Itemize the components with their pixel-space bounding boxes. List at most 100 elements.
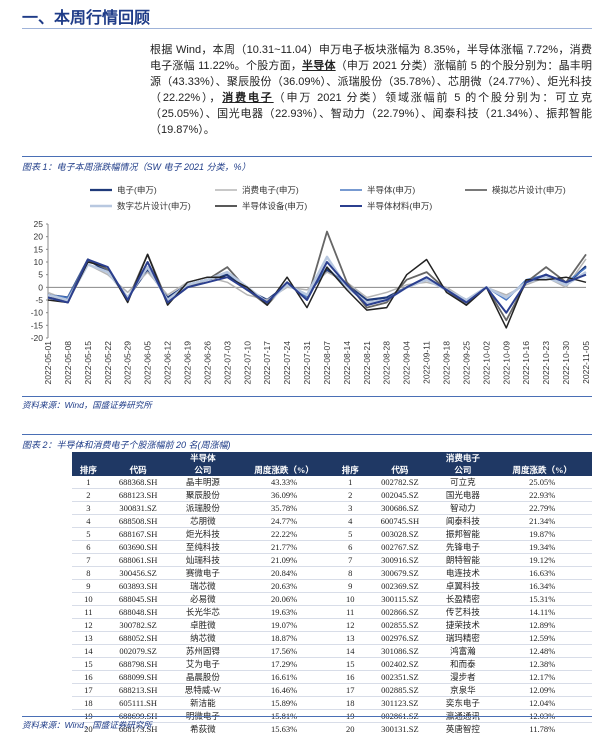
x-tick-label: 2022-08-21 — [362, 341, 372, 385]
table-cell: 301123.SZ — [366, 696, 434, 710]
table-cell: 21.77% — [234, 540, 334, 554]
table-cell: 003028.SZ — [366, 527, 434, 541]
table-cell: 300115.SZ — [366, 592, 434, 606]
x-tick-label: 2022-05-08 — [63, 341, 73, 385]
x-tick-label: 2022-10-09 — [501, 341, 511, 385]
table-cell: 6 — [72, 540, 105, 554]
line-series — [47, 258, 587, 314]
table-cell: 688508.SH — [104, 514, 172, 528]
table-cell: 漫步者 — [433, 670, 493, 684]
header-cell — [366, 452, 434, 464]
table-row: 6 603690.SH 至纯科技 21.77% 6 002767.SZ 先锋电子 19.34% — [72, 540, 592, 554]
table-cell: 002782.SZ — [366, 476, 434, 489]
text-emphasis: 消费电子 — [222, 92, 274, 104]
y-tick-label: -10 — [31, 308, 44, 318]
table-cell: 002976.SZ — [366, 631, 434, 645]
legend-label: 数字芯片设计(申万) — [117, 201, 191, 211]
table-cell: 11 — [333, 605, 367, 619]
text: （申万 2021 分类）领域涨幅前 5 的个股分别为：可立克（25.05%）、国… — [150, 92, 592, 136]
x-tick-label: 2022-09-18 — [442, 341, 452, 385]
table-cell: 21.34% — [492, 514, 592, 528]
table-cell: 22.93% — [492, 488, 592, 502]
table-cell: 振邦智能 — [433, 527, 493, 541]
table-cell: 卓翼科技 — [433, 579, 493, 593]
table-cell: 12.48% — [492, 644, 592, 658]
caption: 图表 2：半导体和消费电子个股涨幅前 20 名(周涨幅) — [22, 434, 592, 451]
table-cell: 13 — [333, 631, 367, 645]
table-cell: 002369.SZ — [366, 579, 434, 593]
table-cell: 3 — [333, 501, 367, 515]
table-cell: 300456.SZ — [104, 566, 172, 580]
table-cell: 12.04% — [492, 696, 592, 710]
table-cell: 4 — [333, 514, 367, 528]
table-cell: 纳芯微 — [171, 631, 235, 645]
y-tick-label: -5 — [35, 295, 43, 305]
table-cell: 8 — [333, 566, 367, 580]
x-tick-label: 2022-05-29 — [123, 341, 133, 385]
table-cell: 必易微 — [171, 592, 235, 606]
header-cell — [72, 452, 105, 464]
table-cell: 11 — [72, 605, 105, 619]
table-cell: 002402.SZ — [366, 657, 434, 671]
table-cell: 19.34% — [492, 540, 592, 554]
table-cell: 19.63% — [234, 605, 334, 619]
table-cell: 奕东电子 — [433, 696, 493, 710]
x-tick-label: 2022-07-03 — [222, 341, 232, 385]
table-cell: 晶丰明源 — [171, 476, 235, 489]
table-row: 13 688052.SH 纳芯微 18.87% 13 002976.SZ 瑞玛精密 12.59… — [72, 631, 592, 645]
y-tick-label: 25 — [34, 219, 44, 229]
x-tick-label: 2022-10-16 — [521, 341, 531, 385]
table-cell: 002079.SZ — [104, 644, 172, 658]
table-row: 5 688167.SH 炬光科技 22.22% 5 003028.SZ 振邦智能 19.87% — [72, 527, 592, 541]
y-tick-label: -15 — [31, 320, 44, 330]
table-cell: 688173.SH — [104, 722, 172, 734]
table-cell: 24.77% — [234, 514, 334, 528]
table-cell: 17 — [333, 683, 367, 697]
table-cell: 1 — [333, 476, 367, 489]
table-cell: 12.89% — [492, 618, 592, 632]
x-tick-label: 2022-06-19 — [182, 341, 192, 385]
table-cell: 20.63% — [234, 579, 334, 593]
table-cell: 301086.SZ — [366, 644, 434, 658]
header-cell: 排序 — [333, 464, 367, 476]
y-tick-label: 5 — [38, 270, 43, 280]
table-cell: 300916.SZ — [366, 553, 434, 567]
table-cell: 13 — [72, 631, 105, 645]
header-cell: 公司 — [171, 464, 235, 476]
header-cell — [234, 452, 334, 464]
text-emphasis: 半导体 — [302, 60, 336, 72]
table-cell: 2 — [72, 488, 105, 502]
table-cell: 002866.SZ — [366, 605, 434, 619]
table-cell: 17.29% — [234, 657, 334, 671]
table-cell: 18 — [333, 696, 367, 710]
table-cell: 002885.SZ — [366, 683, 434, 697]
table-cell: 1 — [72, 476, 105, 489]
header-row: 半导体 消费电子 — [72, 452, 592, 464]
table-cell: 16.46% — [234, 683, 334, 697]
table-cell: 15 — [72, 657, 105, 671]
y-tick-label: 20 — [34, 232, 44, 242]
text: （申万 2021 分类）涨幅前 5 的个股分别为：晶丰明源（43.33%）、聚辰… — [150, 60, 593, 104]
x-tick-label: 2022-09-04 — [402, 341, 412, 385]
table-cell: 12.38% — [492, 657, 592, 671]
table-cell: 芯朋微 — [171, 514, 235, 528]
table-cell: 京泉华 — [433, 683, 493, 697]
y-tick-label: 15 — [34, 244, 44, 254]
x-tick-label: 2022-10-02 — [481, 341, 491, 385]
table-cell: 22.22% — [234, 527, 334, 541]
table-cell: 12.09% — [492, 683, 592, 697]
legend-label: 消费电子(申万) — [242, 185, 299, 195]
header-row: 排序 代码 公司 周度涨跌（%） 排序 代码 公司 周度涨跌（%） — [72, 464, 592, 476]
table-cell: 688099.SH — [104, 670, 172, 684]
table-cell: 9 — [333, 579, 367, 593]
table-cell: 600745.SH — [366, 514, 434, 528]
table-cell: 12.59% — [492, 631, 592, 645]
x-tick-label: 2022-05-01 — [43, 341, 53, 385]
table-row: 10 688045.SH 必易微 20.06% 10 300115.SZ 长盈精密 15.31… — [72, 592, 592, 606]
table-cell: 灿瑞科技 — [171, 553, 235, 567]
table-cell: 002855.SZ — [366, 618, 434, 632]
table-cell: 688061.SH — [104, 553, 172, 567]
table-cell: 2 — [333, 488, 367, 502]
table-cell: 17.56% — [234, 644, 334, 658]
table-cell: 20.06% — [234, 592, 334, 606]
